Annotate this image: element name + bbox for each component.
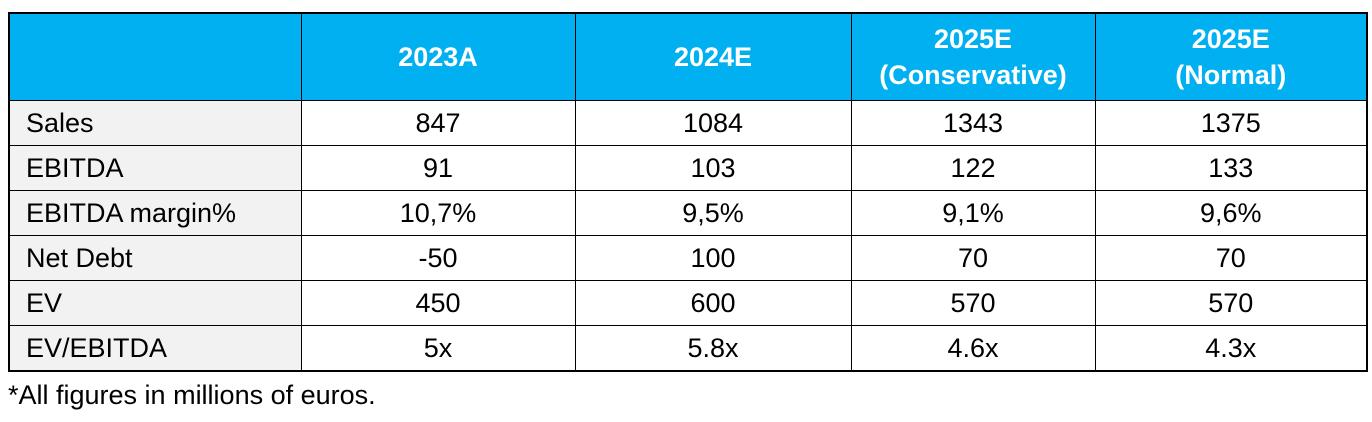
cell: 4.3x xyxy=(1094,325,1368,372)
column-header: 2025E (Conservative) xyxy=(850,12,1096,101)
cell: 4.6x xyxy=(850,325,1096,372)
cell: 9,5% xyxy=(574,190,852,236)
row-label: EV xyxy=(8,280,302,326)
row-label: EV/EBITDA xyxy=(8,325,302,372)
cell: 1343 xyxy=(850,100,1096,146)
row-label: EBITDA margin% xyxy=(8,190,302,236)
cell: 570 xyxy=(850,280,1096,326)
row-label: EBITDA xyxy=(8,145,302,191)
cell: 570 xyxy=(1094,280,1368,326)
cell: 103 xyxy=(574,145,852,191)
valuation-table: 2023A 2024E 2025E (Conservative) 2025E (Nor… xyxy=(8,12,1368,372)
cell: 847 xyxy=(300,100,576,146)
cell: -50 xyxy=(300,235,576,281)
table-row: EV 450 600 570 570 xyxy=(8,280,1368,326)
footnote: *All figures in millions of euros. xyxy=(8,380,376,410)
cell: 122 xyxy=(850,145,1096,191)
table-container: 2023A 2024E 2025E (Conservative) 2025E (Nor… xyxy=(8,12,1368,372)
column-header: 2023A xyxy=(300,12,576,101)
row-label: Sales xyxy=(8,100,302,146)
cell: 1084 xyxy=(574,100,852,146)
cell: 100 xyxy=(574,235,852,281)
cell: 91 xyxy=(300,145,576,191)
cell: 70 xyxy=(1094,235,1368,281)
cell: 10,7% xyxy=(300,190,576,236)
table-row: EBITDA margin% 10,7% 9,5% 9,1% 9,6% xyxy=(8,190,1368,236)
cell: 133 xyxy=(1094,145,1368,191)
table-row: EV/EBITDA 5x 5.8x 4.6x 4.3x xyxy=(8,325,1368,372)
table-row: Net Debt -50 100 70 70 xyxy=(8,235,1368,281)
cell: 70 xyxy=(850,235,1096,281)
table-body: Sales 847 1084 1343 1375 EBITDA 91 103 122 133 EBI… xyxy=(8,100,1368,372)
table-row: Sales 847 1084 1343 1375 xyxy=(8,100,1368,146)
cell: 1375 xyxy=(1094,100,1368,146)
table-row: EBITDA 91 103 122 133 xyxy=(8,145,1368,191)
cell: 9,6% xyxy=(1094,190,1368,236)
cell: 5.8x xyxy=(574,325,852,372)
header-corner xyxy=(8,12,302,101)
header-row: 2023A 2024E 2025E (Conservative) 2025E (Nor… xyxy=(8,12,1368,101)
column-header: 2025E (Normal) xyxy=(1094,12,1368,101)
row-label: Net Debt xyxy=(8,235,302,281)
column-header: 2024E xyxy=(574,12,852,101)
cell: 9,1% xyxy=(850,190,1096,236)
cell: 450 xyxy=(300,280,576,326)
cell: 600 xyxy=(574,280,852,326)
cell: 5x xyxy=(300,325,576,372)
